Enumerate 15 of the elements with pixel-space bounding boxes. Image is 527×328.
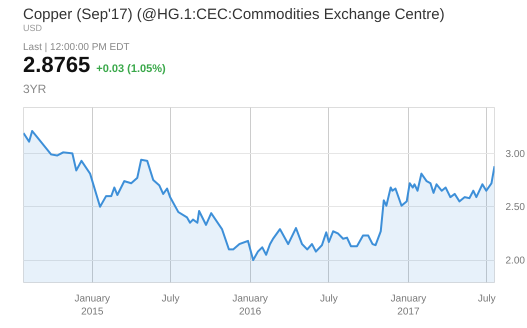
x-tick-label: July xyxy=(162,294,180,304)
y-tick-label: 2.00 xyxy=(506,256,526,267)
text: Last | 12:00:00 PM EDT xyxy=(23,42,131,54)
x-tick-label: January 2016 xyxy=(232,294,268,318)
chart-subtitle: USD xyxy=(23,23,44,33)
text: +0.03 (1.05%) xyxy=(96,63,166,75)
text: 2.8765 xyxy=(23,52,90,77)
x-tick-label: July xyxy=(478,294,496,304)
chart-title: Copper (Sep'17) (@HG.1:CEC:Commodities Exchange Centre) xyxy=(23,6,445,23)
y-tick-label: 3.00 xyxy=(506,148,526,160)
x-tick-label: January 2015 xyxy=(74,294,110,318)
text: 3YR xyxy=(23,82,48,96)
y-tick-label: 2.50 xyxy=(506,202,526,214)
x-tick-label: July xyxy=(320,294,338,304)
x-tick-label: January 2017 xyxy=(390,294,426,318)
